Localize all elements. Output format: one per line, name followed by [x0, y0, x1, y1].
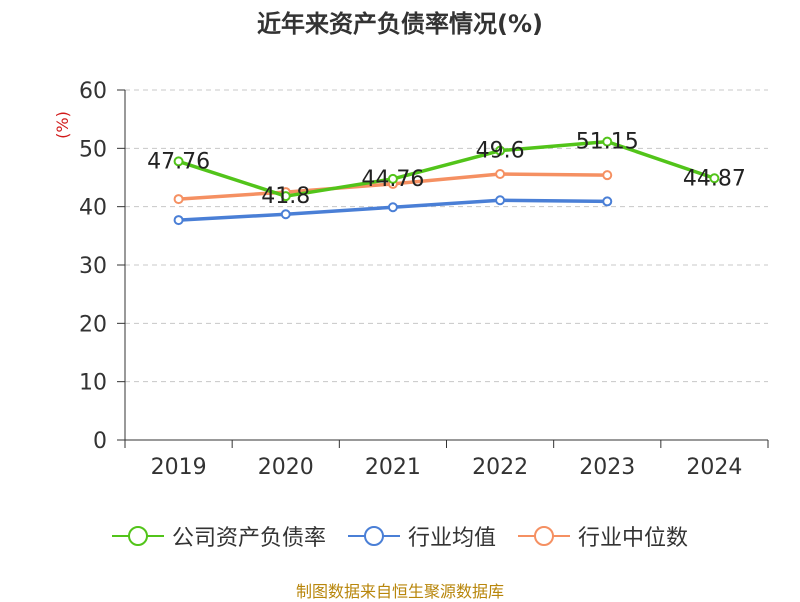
data-point — [280, 191, 291, 202]
x-tick-label: 2020 — [258, 455, 314, 480]
x-tick-label: 2022 — [472, 455, 528, 480]
legend-item-industry-median[interactable]: 行业中位数 — [518, 520, 688, 552]
data-point — [602, 196, 613, 207]
data-point — [709, 173, 720, 184]
data-point — [495, 145, 506, 156]
x-tick-label: 2021 — [365, 455, 421, 480]
data-label: 41.8 — [261, 184, 310, 209]
data-point — [173, 194, 184, 205]
data-label: 44.76 — [361, 167, 424, 192]
data-label: 47.76 — [147, 149, 210, 174]
legend-line-marker-icon — [518, 526, 570, 546]
data-point — [602, 170, 613, 181]
data-point — [602, 136, 613, 147]
legend-label: 行业均值 — [407, 526, 496, 551]
legend-item-industry-avg[interactable]: 行业均值 — [347, 520, 496, 552]
legend-line-marker-icon — [347, 526, 400, 546]
y-tick-label: 0 — [93, 429, 107, 454]
data-point — [280, 209, 291, 220]
data-point — [173, 156, 184, 167]
source-note: 制图数据来自恒生聚源数据库 — [295, 582, 504, 601]
data-point — [495, 195, 506, 206]
data-label: 51.15 — [576, 130, 639, 155]
legend: 公司资产负债率 行业均值 行业中位数 — [0, 520, 800, 552]
data-point — [387, 173, 398, 184]
y-tick-label: 10 — [79, 371, 107, 396]
series-line — [178, 139, 715, 198]
legend-label: 公司资产负债率 — [171, 526, 326, 551]
x-tick-label: 2019 — [151, 455, 207, 480]
x-tick-label: 2024 — [686, 455, 742, 480]
data-point — [495, 169, 506, 179]
y-tick-label: 30 — [79, 254, 107, 279]
legend-label: 行业中位数 — [578, 526, 689, 551]
y-tick-label: 20 — [79, 312, 107, 337]
data-label: 49.6 — [476, 139, 525, 164]
legend-item-company[interactable]: 公司资产负债率 — [111, 520, 326, 552]
y-tick-label: 60 — [79, 79, 107, 104]
y-axis-unit-label: (%) — [53, 111, 72, 139]
data-point — [387, 202, 398, 213]
x-tick-label: 2023 — [579, 455, 635, 480]
chart-title: 近年来资产负债率情况(%) — [257, 10, 543, 38]
y-tick-label: 50 — [79, 137, 107, 162]
legend-line-marker-icon — [111, 526, 164, 546]
data-point — [173, 215, 184, 226]
y-tick-label: 40 — [79, 196, 107, 221]
data-label: 44.87 — [683, 166, 746, 191]
